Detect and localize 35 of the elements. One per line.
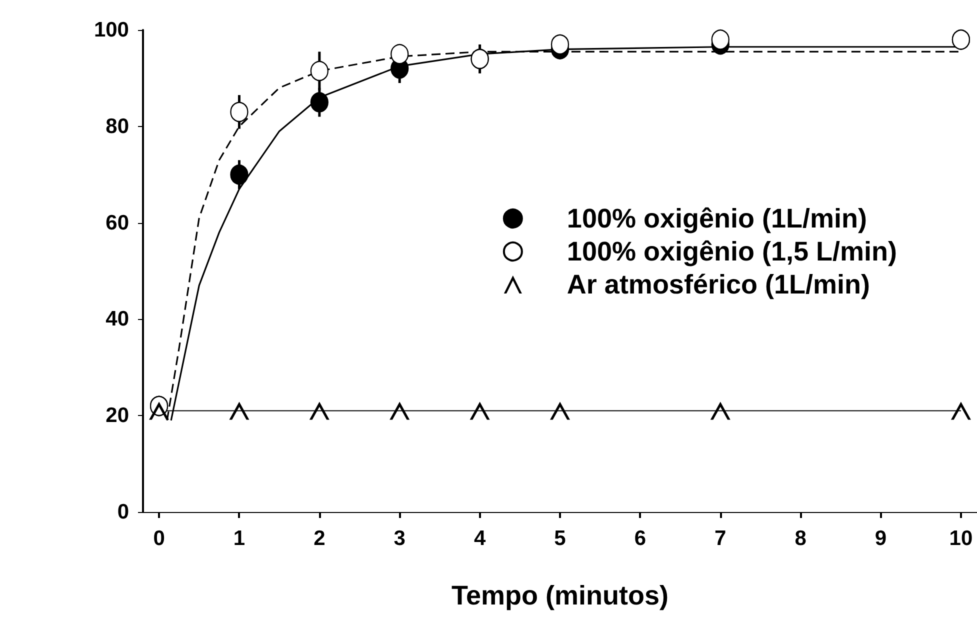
legend-label: 100% oxigênio (1,5 L/min) <box>566 236 897 266</box>
point <box>550 34 570 55</box>
point <box>309 402 330 420</box>
x-tick-label: 1 <box>233 527 246 550</box>
x-tick-label: 2 <box>314 527 326 550</box>
point <box>710 402 730 420</box>
point <box>229 402 250 420</box>
y-tick-label: 40 <box>106 308 129 331</box>
y-tick-label: 80 <box>106 114 129 138</box>
point <box>230 164 248 185</box>
point <box>950 402 971 420</box>
y-tick-label: 60 <box>106 211 129 234</box>
point <box>390 44 409 64</box>
x-tick-label: 0 <box>153 527 165 550</box>
x-tick-label: 4 <box>474 527 486 550</box>
point <box>310 92 329 112</box>
y-tick-label: 20 <box>106 404 129 428</box>
point <box>470 402 490 420</box>
x-tick-label: 6 <box>634 527 646 550</box>
y-tick-label: 100 <box>94 18 129 42</box>
x-tick-label: 5 <box>554 527 566 550</box>
legend-label: 100% oxigênio (1L/min) <box>566 204 867 234</box>
point <box>149 402 170 420</box>
x-tick-label: 3 <box>394 527 406 550</box>
point <box>310 60 329 82</box>
y-tick-label: 0 <box>117 500 129 524</box>
point <box>550 402 570 420</box>
x-tick-label: 9 <box>874 527 887 550</box>
point <box>390 402 410 420</box>
legend-label: Ar atmosférico (1L/min) <box>566 270 870 300</box>
x-tick-label: 10 <box>949 527 973 550</box>
x-axis-title: Tempo (minutos) <box>452 580 668 610</box>
x-tick-label: 7 <box>714 527 726 550</box>
point <box>711 30 730 50</box>
x-tick-label: 8 <box>794 527 807 550</box>
